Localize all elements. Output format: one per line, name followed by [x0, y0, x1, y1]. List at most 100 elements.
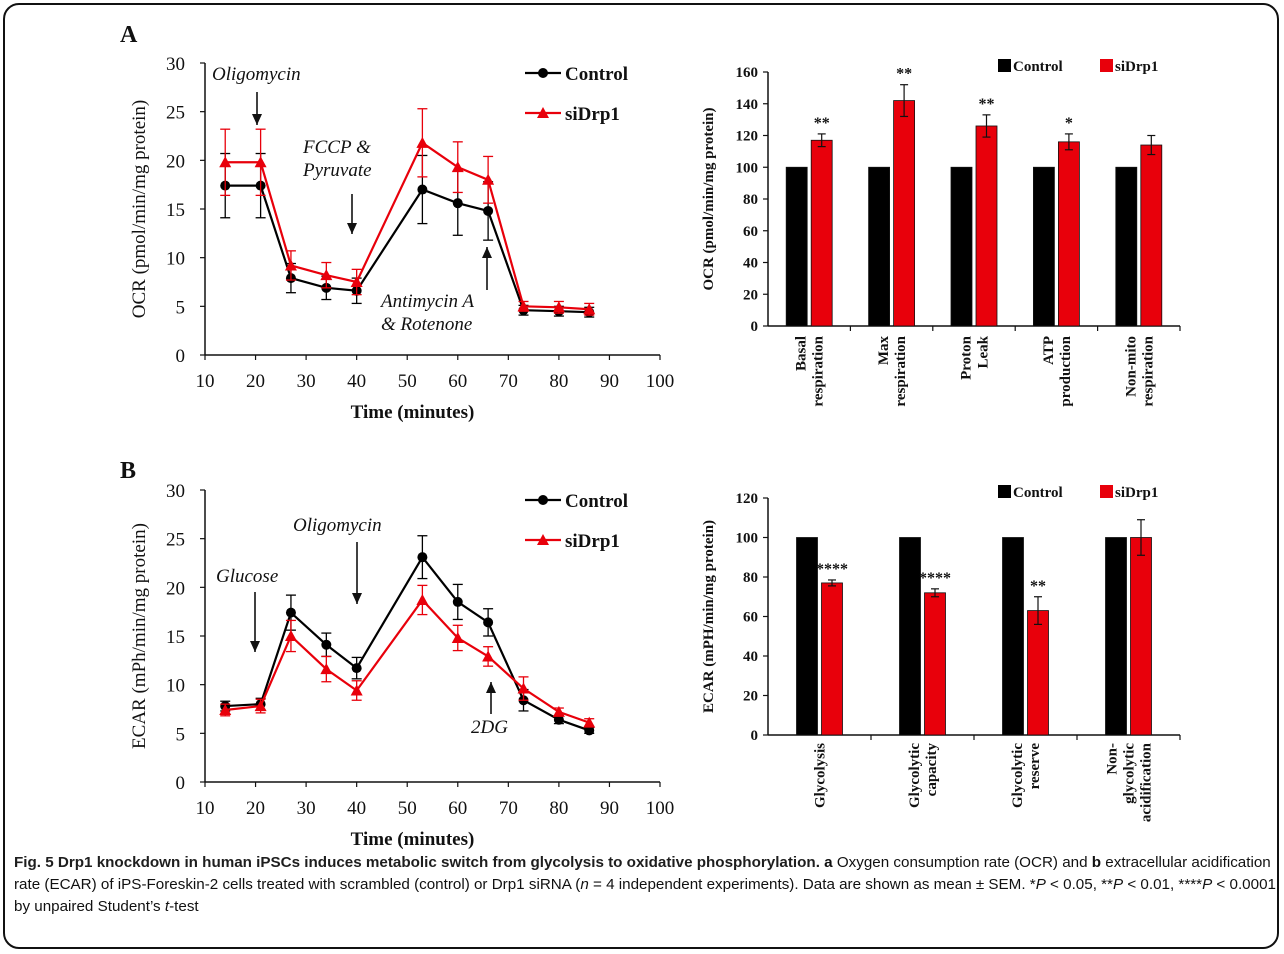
x-tick-label: Leak	[976, 335, 992, 368]
x-tick-label: production	[1058, 335, 1074, 406]
data-point	[517, 682, 530, 694]
data-point	[583, 716, 596, 728]
x-tick-label: Glycolytic	[907, 743, 923, 808]
y-tick-label: 40	[743, 649, 758, 665]
legend-swatch	[998, 485, 1011, 498]
bar-sidrp1	[1027, 610, 1049, 736]
data-point	[350, 684, 363, 696]
y-tick-label: 15	[166, 200, 185, 221]
data-point	[583, 303, 596, 315]
y-axis-label: ECAR (mPh/min/mg protein)	[129, 523, 150, 749]
y-tick-label: 0	[751, 319, 759, 335]
bar-control	[1115, 166, 1138, 327]
caption-panel-a: a	[824, 854, 833, 871]
y-tick-label: 0	[176, 773, 186, 794]
significance-label: ****	[816, 561, 848, 578]
data-point	[482, 173, 495, 185]
y-axis-label: OCR (pmol/min/mg protein)	[701, 107, 717, 290]
x-tick-label: capacity	[924, 743, 940, 797]
x-tick-label: 60	[448, 798, 467, 819]
data-point	[219, 703, 232, 715]
y-tick-label: 20	[743, 287, 758, 303]
legend-label: siDrp1	[565, 531, 620, 552]
x-tick-label: 80	[549, 371, 568, 392]
data-point	[284, 630, 297, 641]
panel-letter-a: A	[120, 22, 138, 48]
annotation-label: Pyruvate	[302, 160, 372, 181]
data-point	[451, 631, 464, 643]
y-tick-label: 15	[166, 627, 185, 648]
data-point	[321, 639, 332, 650]
data-point	[552, 301, 565, 313]
legend-swatch	[1100, 59, 1113, 72]
x-tick-label: 70	[499, 371, 518, 392]
x-tick-label: 60	[448, 371, 467, 392]
data-point	[219, 156, 232, 168]
series-line-sidrp1	[225, 141, 590, 311]
data-point	[416, 593, 429, 605]
y-tick-label: 100	[736, 160, 759, 176]
data-point	[452, 596, 463, 607]
bar-control	[785, 166, 808, 327]
y-tick-label: 60	[743, 610, 758, 626]
data-point	[284, 259, 297, 271]
data-point	[416, 136, 429, 148]
bar-control	[796, 537, 818, 736]
y-tick-label: 40	[743, 256, 758, 272]
x-tick-label: 100	[646, 371, 675, 392]
legend-marker	[537, 107, 549, 118]
y-tick-label: 20	[166, 578, 185, 599]
y-tick-label: 0	[751, 728, 759, 744]
y-tick-label: 10	[166, 249, 185, 270]
x-tick-label: 30	[297, 371, 316, 392]
annotation-label: Antimycin A	[379, 291, 474, 312]
x-tick-label: 90	[600, 371, 619, 392]
bar-control	[1002, 537, 1024, 736]
data-point	[483, 205, 494, 216]
x-tick-label: acidification	[1139, 742, 1155, 822]
x-tick-label: respiration	[1140, 335, 1156, 406]
caption-p-var-2: P	[1112, 876, 1124, 893]
x-tick-label: 100	[646, 798, 675, 819]
data-point	[482, 650, 495, 662]
annotation-arrow-head	[486, 682, 496, 693]
y-tick-label: 120	[736, 129, 759, 145]
annotation-label: Glucose	[216, 566, 278, 587]
data-point	[351, 663, 362, 674]
annotation-arrow-head	[252, 114, 262, 125]
ecar-line-chart: 0 5 10 15 20 25 30 10 20 30 40 50 60 70 80 90 100 Time (m…	[129, 481, 675, 850]
annotation-arrow-head	[347, 223, 357, 234]
figure-caption: Fig. 5 Drp1 knockdown in human iPSCs ind…	[14, 852, 1276, 918]
data-point	[417, 184, 428, 195]
bar-sidrp1	[893, 100, 916, 327]
annotation-label: FCCP &	[302, 137, 371, 158]
caption-text-7: -test	[169, 898, 199, 915]
legend-label: siDrp1	[1115, 59, 1158, 75]
x-tick-label: Non-mito	[1123, 336, 1139, 397]
legend-marker	[538, 68, 548, 78]
x-tick-label: 50	[398, 798, 417, 819]
data-point	[320, 269, 333, 281]
y-tick-label: 5	[176, 724, 186, 745]
data-point	[254, 156, 267, 168]
bar-sidrp1	[1140, 144, 1163, 327]
x-tick-label: 30	[297, 798, 316, 819]
legend-label: Control	[565, 491, 628, 512]
annotation-arrow-head	[352, 593, 362, 604]
ocr-bar-chart: 0 20 40 60 80 100 120 140 160 OCR (pmol/min/mg pr…	[701, 59, 1181, 407]
y-axis-label: ECAR (mPH/min/mg protein)	[701, 520, 717, 713]
caption-text-3: = 4 independent experiments). Data are s…	[588, 876, 1036, 893]
x-tick-label: 90	[600, 798, 619, 819]
y-tick-label: 30	[166, 481, 185, 502]
x-tick-label: 20	[246, 371, 265, 392]
annotation-arrow-head	[250, 641, 260, 652]
series-line-control	[225, 555, 590, 732]
legend-label: Control	[565, 64, 628, 85]
y-tick-label: 5	[176, 297, 186, 318]
x-tick-label: reserve	[1027, 743, 1043, 790]
caption-text-1: Oxygen consumption rate (OCR) and	[832, 854, 1092, 871]
bar-control	[1105, 537, 1127, 736]
y-axis-label: OCR (pmol/min/mg protein)	[129, 100, 150, 319]
x-tick-label: respiration	[811, 335, 827, 406]
data-point	[584, 725, 595, 736]
